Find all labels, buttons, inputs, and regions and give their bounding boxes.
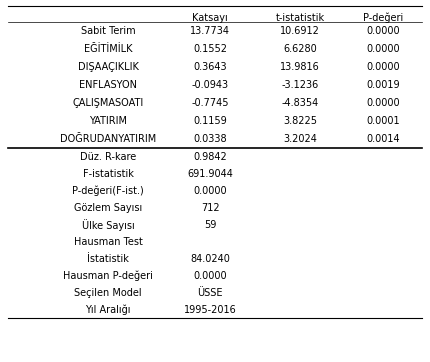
Text: Gözlem Sayısı: Gözlem Sayısı [74,203,142,213]
Text: Düz. R-kare: Düz. R-kare [80,152,136,162]
Text: Seçilen Model: Seçilen Model [74,288,142,298]
Text: ÜSSE: ÜSSE [197,288,223,298]
Text: 691.9044: 691.9044 [187,169,233,179]
Text: 0.0000: 0.0000 [366,44,400,54]
Text: 6.6280: 6.6280 [283,44,317,54]
Text: ENFLASYON: ENFLASYON [79,80,137,90]
Text: -3.1236: -3.1236 [281,80,319,90]
Text: 10.6912: 10.6912 [280,26,320,36]
Text: 0.1159: 0.1159 [193,116,227,126]
Text: YATIRIM: YATIRIM [89,116,127,126]
Text: DIŞAAÇIKLIK: DIŞAAÇIKLIK [77,62,138,72]
Text: 0.0001: 0.0001 [366,116,400,126]
Text: 1995-2016: 1995-2016 [184,305,236,315]
Text: -0.7745: -0.7745 [191,98,229,108]
Text: P-değeri(F-ist.): P-değeri(F-ist.) [72,186,144,196]
Text: 13.7734: 13.7734 [190,26,230,36]
Text: 0.3643: 0.3643 [193,62,227,72]
Text: 0.0019: 0.0019 [366,80,400,90]
Text: Katsayı: Katsayı [192,13,228,23]
Text: 0.0000: 0.0000 [366,62,400,72]
Text: Ülke Sayısı: Ülke Sayısı [82,219,134,231]
Text: İstatistik: İstatistik [87,254,129,264]
Text: 0.0000: 0.0000 [193,186,227,196]
Text: 13.9816: 13.9816 [280,62,320,72]
Text: F-istatistik: F-istatistik [83,169,133,179]
Text: -0.0943: -0.0943 [191,80,229,90]
Text: 3.8225: 3.8225 [283,116,317,126]
Text: EĞİTİMİLK: EĞİTİMİLK [84,44,132,54]
Text: Hausman P-değeri: Hausman P-değeri [63,271,153,281]
Text: 0.0000: 0.0000 [366,98,400,108]
Text: 0.0014: 0.0014 [366,134,400,144]
Text: ÇALIŞMASOATI: ÇALIŞMASOATI [72,98,144,108]
Text: 84.0240: 84.0240 [190,254,230,264]
Text: 59: 59 [204,220,216,230]
Text: P-değeri: P-değeri [363,13,403,23]
Text: Hausman Test: Hausman Test [74,237,142,247]
Text: -4.8354: -4.8354 [281,98,319,108]
Text: 0.1552: 0.1552 [193,44,227,54]
Text: DOĞRUDANYATIRIM: DOĞRUDANYATIRIM [60,134,156,144]
Text: 0.0000: 0.0000 [366,26,400,36]
Text: t-istatistik: t-istatistik [276,13,325,23]
Text: 0.9842: 0.9842 [193,152,227,162]
Text: 0.0338: 0.0338 [193,134,227,144]
Text: 712: 712 [201,203,219,213]
Text: 0.0000: 0.0000 [193,271,227,281]
Text: Sabit Terim: Sabit Terim [81,26,135,36]
Text: Yıl Aralığı: Yıl Aralığı [85,305,131,315]
Text: 3.2024: 3.2024 [283,134,317,144]
